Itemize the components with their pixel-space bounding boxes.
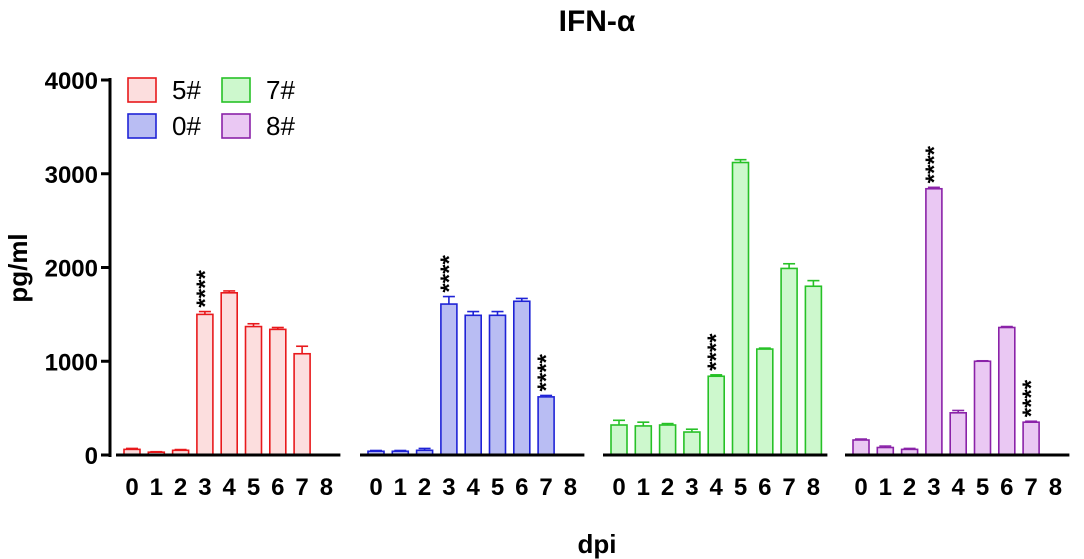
x-tick-label: 5 [976,474,989,501]
y-tick-label: 1000 [45,349,98,376]
chart-title: IFN-α [559,5,636,38]
x-tick-label: 1 [394,474,407,501]
x-tick-label: 2 [903,474,916,501]
bar [610,424,628,456]
bar [1022,421,1040,456]
bar [852,439,870,456]
x-tick-label: 7 [782,474,795,501]
legend-label: 7# [266,75,295,105]
x-tick-label: 6 [271,474,284,501]
legend-label: 0# [172,111,201,141]
x-tick-label: 1 [150,474,163,501]
bar [634,425,653,456]
x-tick-label: 5 [491,474,504,501]
significance-label: **** [921,145,948,183]
y-tick-label: 3000 [45,162,98,189]
bar-group-7#: **** [610,158,823,456]
bar [293,352,311,456]
bar [464,314,483,456]
x-tick-label: 5 [734,474,747,501]
bar [512,300,531,456]
bar-group-0#: **** **** [367,255,560,456]
significance-label: **** [192,270,219,308]
x-tick-label: 0 [854,474,867,501]
bar [949,412,968,456]
bar [707,375,726,456]
x-tick-label: 0 [369,474,382,501]
x-tick-label: 2 [661,474,674,501]
x-tick-label: 3 [927,474,940,501]
bar [997,326,1016,456]
bar [196,313,214,456]
y-axis-title: pg/ml [3,233,33,302]
legend-swatch [127,77,157,103]
x-tick-label: 2 [418,474,431,501]
legend-label: 5# [172,75,201,105]
significance-label: **** [1018,379,1045,417]
x-tick-label: 7 [539,474,552,501]
legend-item: 0# [127,111,201,141]
x-tick-label: 4 [710,474,724,501]
bar-groups: **** **** **** **** **** **** [123,145,1045,456]
bar [925,187,943,456]
bar [488,314,507,456]
x-tick-label: 7 [1024,474,1037,501]
x-tick-label: 6 [1000,474,1013,501]
legend-item: 7# [221,75,295,105]
y-axis: 0 1000 2000 3000 4000 [45,68,112,470]
legend-item: 8# [221,111,295,141]
x-tick-label: 3 [442,474,455,501]
x-tick-label: 3 [685,474,698,501]
bar [973,360,992,456]
x-tick-label: 8 [320,474,333,501]
bar [658,424,677,456]
bar [731,161,750,456]
bar [220,292,238,456]
y-tick-label: 0 [85,443,98,470]
x-tick-label: 6 [758,474,771,501]
legend: 5# 0# 7# 8# [127,75,295,141]
bar [268,328,287,456]
x-tick-label: 1 [879,474,892,501]
x-tick-label: 4 [467,474,481,501]
bar [440,303,458,456]
significance-label: **** [436,255,463,293]
significance-label: **** [533,353,560,391]
x-tick-label: 6 [515,474,528,501]
x-tick-label: 2 [174,474,187,501]
x-tick-label: 3 [198,474,211,501]
x-tick-label: 4 [952,474,966,501]
x-tick-label: 1 [637,474,650,501]
x-tick-label: 4 [223,474,237,501]
x-tick-label: 8 [807,474,820,501]
x-tick-label: 7 [295,474,308,501]
legend-label: 8# [266,111,295,141]
legend-swatch [221,113,251,139]
legend-item: 5# [127,75,201,105]
x-tick-label: 0 [125,474,138,501]
x-tick-label: 8 [1049,474,1062,501]
significance-label: **** [703,333,730,371]
bar-group-8#: **** **** [852,145,1045,456]
x-tick-label: 0 [612,474,625,501]
bar [804,285,823,456]
bar [755,348,774,456]
x-axis-title: dpi [578,529,617,559]
y-tick-label: 4000 [45,68,98,95]
bar [780,267,798,456]
bar-group-5#: **** [123,270,311,456]
legend-swatch [127,113,157,139]
x-tick-label: 5 [247,474,260,501]
bar [244,325,263,456]
x-tick-label: 8 [564,474,577,501]
bar [537,396,555,456]
bar [683,431,701,456]
legend-swatch [221,77,251,103]
y-tick-label: 2000 [45,256,98,283]
